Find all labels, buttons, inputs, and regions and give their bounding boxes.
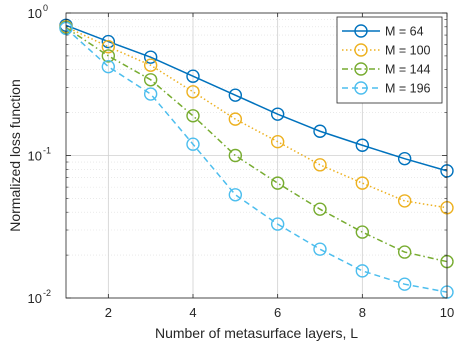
legend-label: M = 196 — [385, 82, 431, 96]
data-point-marker — [397, 245, 412, 259]
data-point-marker — [228, 112, 243, 126]
data-point-marker — [186, 69, 200, 83]
y-axis-label: Normalized loss function — [7, 79, 23, 232]
series-line — [65, 26, 448, 209]
data-point-marker — [270, 217, 285, 231]
x-tick-label: 8 — [359, 305, 366, 320]
data-point-marker — [186, 109, 200, 123]
legend-entry: M = 64 — [342, 24, 424, 39]
data-point-marker — [355, 225, 370, 239]
data-point-marker — [143, 73, 158, 87]
data-point-marker — [355, 264, 370, 278]
y-tick-label: 10 — [28, 291, 42, 306]
legend-marker — [354, 43, 368, 57]
legend-entry: M = 196 — [342, 81, 431, 96]
data-point-marker — [270, 134, 285, 149]
data-point-marker — [313, 158, 327, 172]
data-point-marker — [313, 124, 327, 138]
legend-label: M = 144 — [385, 63, 431, 77]
data-point-marker — [143, 87, 158, 101]
data-point-marker — [101, 59, 116, 74]
data-point-marker — [397, 277, 412, 291]
data-point-marker — [313, 202, 327, 216]
data-point-marker — [355, 138, 370, 152]
y-tick-label: 10 — [28, 6, 42, 21]
data-point-marker — [228, 148, 243, 163]
x-axis-label: Number of metasurface layers, L — [155, 325, 358, 341]
data-point-marker — [101, 34, 116, 49]
data-point-marker — [228, 188, 243, 202]
data-point-marker — [143, 50, 158, 64]
legend-entry: M = 144 — [342, 62, 431, 77]
y-tick-label-exponent: 0 — [43, 3, 48, 13]
data-point-marker — [186, 85, 200, 99]
data-point-marker — [270, 107, 285, 121]
legend-marker — [354, 62, 368, 76]
x-tick-label: 4 — [189, 305, 196, 320]
legend: M = 64 M = 100 M = 144 M = 196 — [336, 16, 443, 104]
legend-label: M = 100 — [385, 44, 431, 58]
data-point-marker — [270, 176, 285, 190]
x-tick-label: 6 — [274, 305, 281, 320]
data-point-marker — [101, 49, 116, 63]
series-line — [65, 24, 448, 172]
y-tick-label: 10 — [28, 149, 42, 164]
y-tick-label-exponent: -2 — [43, 288, 51, 298]
data-point-marker — [143, 58, 158, 72]
data-point-marker — [397, 151, 412, 166]
x-tick-label: 2 — [105, 305, 112, 320]
legend-marker — [354, 24, 368, 38]
legend-entry: M = 100 — [342, 43, 431, 58]
data-point-marker — [186, 137, 200, 151]
series-line — [65, 27, 448, 293]
series-layer — [59, 18, 454, 299]
legend-label: M = 64 — [385, 25, 424, 39]
data-point-marker — [228, 88, 243, 102]
data-point-marker — [101, 40, 116, 54]
x-tick-label: 10 — [440, 305, 454, 320]
y-tick-label-exponent: -1 — [43, 146, 51, 156]
data-point-marker — [313, 242, 327, 256]
legend-marker — [354, 81, 368, 95]
data-point-marker — [355, 176, 370, 190]
series-2 — [59, 20, 454, 215]
series-4 — [59, 21, 454, 299]
data-point-marker — [397, 194, 412, 208]
